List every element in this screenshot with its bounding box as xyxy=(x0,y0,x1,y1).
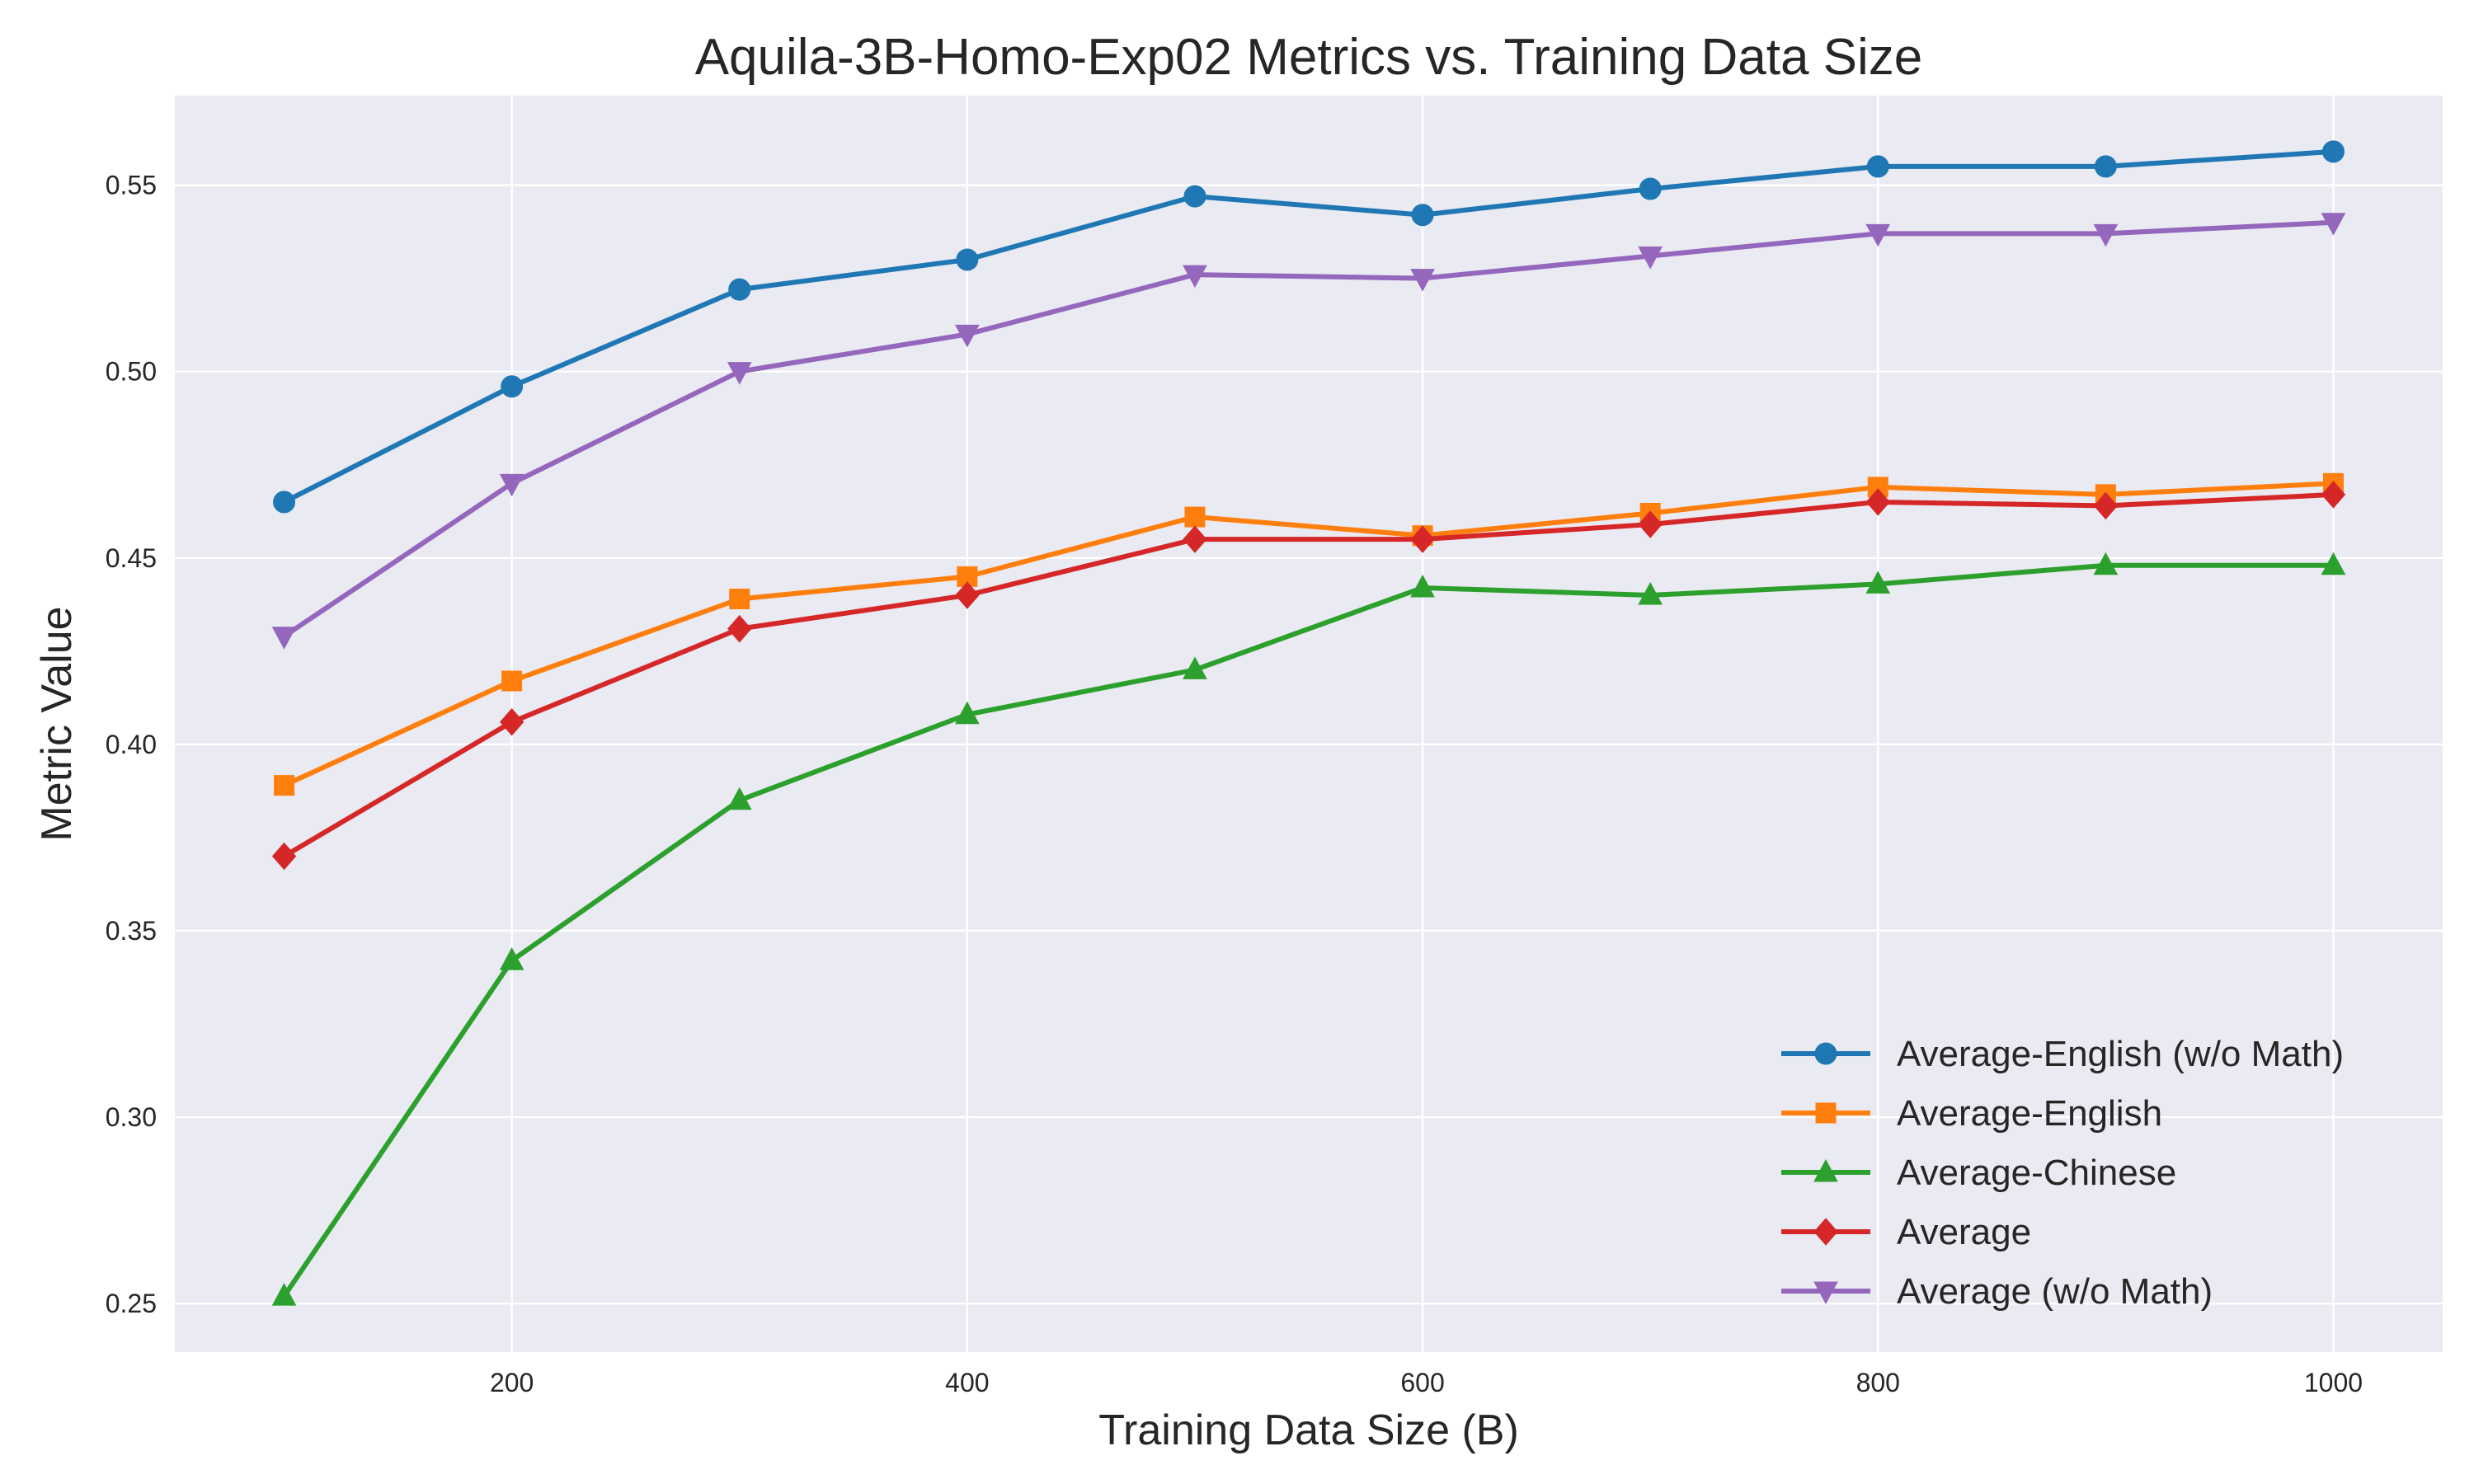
series-line xyxy=(281,491,2336,859)
data-point xyxy=(271,1283,297,1306)
data-point xyxy=(1183,265,1207,289)
data-point xyxy=(274,775,295,796)
y-axis-ticks: 0.25 0.30 0.35 0.40 0.45 0.50 0.55 xyxy=(106,171,157,1319)
data-point xyxy=(1183,185,1206,208)
data-point xyxy=(1183,656,1207,679)
legend-label: Average-English xyxy=(1897,1093,2162,1134)
x-tick-label: 200 xyxy=(490,1368,534,1397)
data-point xyxy=(1865,488,1890,516)
legend-item: Average (w/o Math) xyxy=(1781,1271,2213,1312)
data-point xyxy=(271,842,297,871)
legend-item: Average-English (w/o Math) xyxy=(1781,1034,2344,1074)
series-line xyxy=(281,219,2336,639)
data-point xyxy=(2321,481,2346,509)
series-average-w-o-math xyxy=(271,213,2346,650)
data-point xyxy=(2093,223,2119,247)
series-layer xyxy=(271,140,2346,1306)
legend-label: Average-English (w/o Math) xyxy=(1897,1034,2344,1074)
data-point xyxy=(499,473,524,497)
data-point xyxy=(1638,246,1663,270)
data-point xyxy=(273,491,296,514)
data-point xyxy=(1410,269,1435,292)
data-point xyxy=(499,947,524,970)
data-point xyxy=(1410,574,1435,598)
data-point xyxy=(1410,525,1435,553)
y-tick-label: 0.25 xyxy=(106,1289,157,1318)
series-line xyxy=(281,562,2336,1299)
data-point xyxy=(727,362,752,385)
legend-marker xyxy=(1813,1218,1838,1246)
legend-label: Average-Chinese xyxy=(1897,1153,2176,1193)
data-point xyxy=(2321,213,2346,236)
data-point xyxy=(955,701,980,725)
legend-marker xyxy=(1813,1158,1838,1182)
data-point xyxy=(2093,552,2119,575)
data-point xyxy=(2094,155,2117,178)
data-point xyxy=(2321,140,2345,163)
data-point xyxy=(501,375,524,398)
legend-item: Average-English xyxy=(1781,1093,2162,1134)
legend-item: Average-Chinese xyxy=(1781,1153,2176,1193)
y-tick-label: 0.50 xyxy=(106,357,157,387)
data-point xyxy=(727,614,752,643)
y-tick-label: 0.45 xyxy=(106,543,157,573)
data-point xyxy=(728,278,751,301)
data-point xyxy=(955,324,980,348)
legend-marker xyxy=(1813,1281,1838,1305)
data-point xyxy=(1638,510,1663,538)
x-tick-label: 600 xyxy=(1400,1368,1444,1397)
series-line xyxy=(281,481,2336,788)
data-point xyxy=(501,670,523,692)
data-point xyxy=(1865,223,1891,247)
legend-item: Average xyxy=(1781,1212,2031,1252)
legend-label: Average xyxy=(1897,1212,2031,1252)
y-tick-label: 0.35 xyxy=(106,916,157,946)
data-point xyxy=(1866,155,1889,178)
data-point xyxy=(727,787,752,810)
x-tick-label: 400 xyxy=(945,1368,989,1397)
data-point xyxy=(729,589,750,610)
x-tick-label: 800 xyxy=(1856,1368,1900,1397)
data-point xyxy=(2321,552,2346,575)
legend-marker xyxy=(1814,1042,1837,1065)
data-point xyxy=(1411,204,1434,227)
plot-area xyxy=(175,96,2443,1352)
y-tick-label: 0.40 xyxy=(106,730,157,759)
y-axis-title: Metric Value xyxy=(33,606,81,841)
data-point xyxy=(956,248,979,271)
legend-label: Average (w/o Math) xyxy=(1897,1271,2213,1312)
data-point xyxy=(1639,177,1662,200)
data-point xyxy=(2093,491,2119,520)
data-point xyxy=(955,581,980,609)
data-point xyxy=(1638,581,1663,605)
x-axis-title: Training Data Size (B) xyxy=(1098,1407,1519,1454)
legend-marker xyxy=(1815,1102,1837,1124)
data-point xyxy=(271,627,297,650)
legend: Average-English (w/o Math) Average-Englis… xyxy=(1781,1034,2344,1312)
y-tick-label: 0.55 xyxy=(106,171,157,200)
data-point xyxy=(1184,506,1206,528)
chart-title: Aquila-3B-Homo-Exp02 Metrics vs. Trainin… xyxy=(695,29,1923,86)
data-point xyxy=(499,707,524,736)
series-line xyxy=(281,148,2336,505)
series-average-chinese xyxy=(271,552,2346,1306)
x-tick-label: 1000 xyxy=(2304,1368,2363,1397)
y-tick-label: 0.30 xyxy=(106,1102,157,1132)
data-point xyxy=(1183,525,1207,553)
x-axis-ticks: 200 400 600 800 1000 xyxy=(490,1368,2363,1397)
data-point xyxy=(1865,571,1891,594)
series-average xyxy=(271,481,2346,871)
series-average-english-w-o-math xyxy=(273,140,2345,514)
